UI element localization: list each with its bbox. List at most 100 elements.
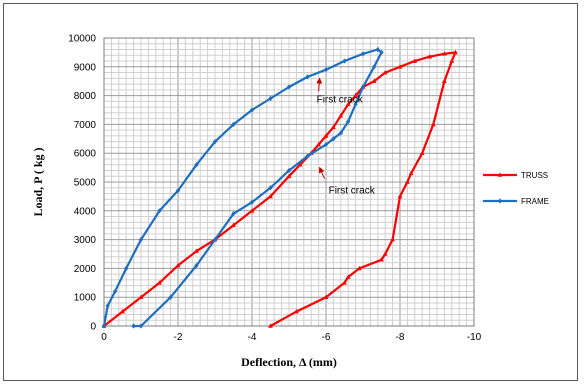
data-point-frame <box>168 294 173 300</box>
data-point-truss <box>316 141 321 147</box>
data-point-frame <box>175 188 181 194</box>
data-point-frame <box>371 64 377 70</box>
data-point-frame <box>138 237 144 243</box>
y-tick-label: 6000 <box>74 149 97 160</box>
data-point-truss <box>453 49 458 55</box>
annotation-label: First crack <box>329 186 376 197</box>
y-tick-label: 4000 <box>74 206 97 217</box>
x-tick-label: -4 <box>248 332 257 343</box>
y-tick-label: 7000 <box>74 120 97 131</box>
chart-svg: 0 -2 -4 -6 -8 -10 0 1000 2000 3000 4000 5000 6000 70… <box>31 34 549 370</box>
legend: TRUSS FRAME <box>483 171 549 206</box>
legend-marker <box>497 198 503 204</box>
data-point-truss <box>345 101 351 107</box>
data-point-frame <box>305 74 310 80</box>
data-point-frame <box>286 84 292 90</box>
data-point-truss <box>371 78 377 83</box>
x-axis-title: Deflection, Δ (mm) <box>241 355 337 369</box>
data-point-frame <box>112 288 118 295</box>
data-point-frame <box>379 49 384 55</box>
y-axis-ticks: 0 1000 2000 3000 4000 5000 6000 7000 8000 9000 100… <box>68 34 96 333</box>
data-point-frame <box>194 162 199 168</box>
y-tick-label: 9000 <box>74 62 97 73</box>
data-point-frame <box>231 121 236 127</box>
annotation-arrow <box>318 166 326 179</box>
data-point-frame <box>194 262 199 269</box>
y-tick-label: 0 <box>90 322 96 333</box>
legend-marker <box>497 172 503 177</box>
data-point-frame <box>353 101 358 107</box>
series-frame <box>101 46 384 329</box>
data-point-truss <box>412 58 418 63</box>
series-layer <box>101 46 458 329</box>
y-tick-label: 10000 <box>68 34 96 45</box>
chart-frame: 0 -2 -4 -6 -8 -10 0 1000 2000 3000 4000 5000 6000 70… <box>3 3 578 381</box>
x-axis-ticks: 0 -2 -4 -6 -8 -10 <box>101 332 481 343</box>
data-point-frame <box>249 199 255 205</box>
data-point-truss <box>345 274 351 279</box>
x-tick-label: 0 <box>101 332 107 343</box>
data-point-frame <box>360 84 366 90</box>
data-point-frame <box>375 46 380 53</box>
plot-area-border <box>103 37 475 327</box>
x-tick-label: -6 <box>322 332 331 343</box>
x-tick-label: -10 <box>467 332 482 343</box>
annotation-layer: First crack First crack <box>316 77 376 197</box>
data-point-truss <box>382 251 388 256</box>
data-point-truss <box>379 257 384 262</box>
data-point-truss <box>286 173 292 179</box>
y-tick-label: 5000 <box>74 178 97 189</box>
data-point-frame <box>249 107 255 113</box>
data-point-truss <box>353 93 358 98</box>
data-point-truss <box>249 208 255 213</box>
grid-lines <box>103 37 475 327</box>
data-point-truss <box>138 294 144 299</box>
data-point-truss <box>323 294 329 299</box>
data-point-frame <box>338 130 343 136</box>
series-line-frame <box>102 48 383 328</box>
data-point-frame <box>124 265 129 271</box>
data-point-frame <box>101 323 107 329</box>
data-point-truss <box>427 54 432 59</box>
data-point-truss <box>120 309 125 314</box>
y-tick-label: 8000 <box>74 91 97 102</box>
data-point-truss <box>405 179 410 184</box>
data-point-frame <box>331 136 336 142</box>
data-point-truss <box>408 170 414 176</box>
data-point-truss <box>268 323 273 328</box>
data-point-truss <box>442 51 447 56</box>
data-point-truss <box>356 265 362 271</box>
data-point-truss <box>397 64 403 69</box>
data-point-truss <box>323 133 329 138</box>
series-truss <box>101 49 458 328</box>
data-point-truss <box>390 237 395 242</box>
y-axis-title: Load, P ( kg ) <box>31 147 45 216</box>
data-point-frame <box>212 237 218 243</box>
data-point-frame <box>286 167 292 174</box>
data-point-truss <box>294 309 299 314</box>
y-tick-label: 2000 <box>74 264 97 275</box>
data-point-truss <box>175 262 181 268</box>
data-point-truss <box>194 248 199 253</box>
data-point-frame <box>231 211 236 217</box>
data-point-frame <box>360 51 366 57</box>
data-point-truss <box>430 121 436 127</box>
x-tick-label: -8 <box>396 332 405 343</box>
data-point-truss <box>231 222 236 227</box>
y-tick-label: 1000 <box>74 293 97 304</box>
data-point-frame <box>138 323 144 329</box>
annotation-label: First crack <box>317 94 364 105</box>
data-point-truss <box>449 58 455 63</box>
x-tick-label: -2 <box>174 332 183 343</box>
data-point-frame <box>323 67 329 73</box>
data-point-frame <box>105 303 110 309</box>
data-point-truss <box>397 193 403 199</box>
data-point-frame <box>323 141 329 148</box>
legend-label-truss: TRUSS <box>521 171 548 180</box>
data-point-frame <box>157 208 162 214</box>
data-point-frame <box>131 323 136 329</box>
data-point-frame <box>342 58 347 64</box>
data-point-truss <box>157 280 162 285</box>
data-point-frame <box>212 139 218 145</box>
data-point-frame <box>305 153 310 159</box>
